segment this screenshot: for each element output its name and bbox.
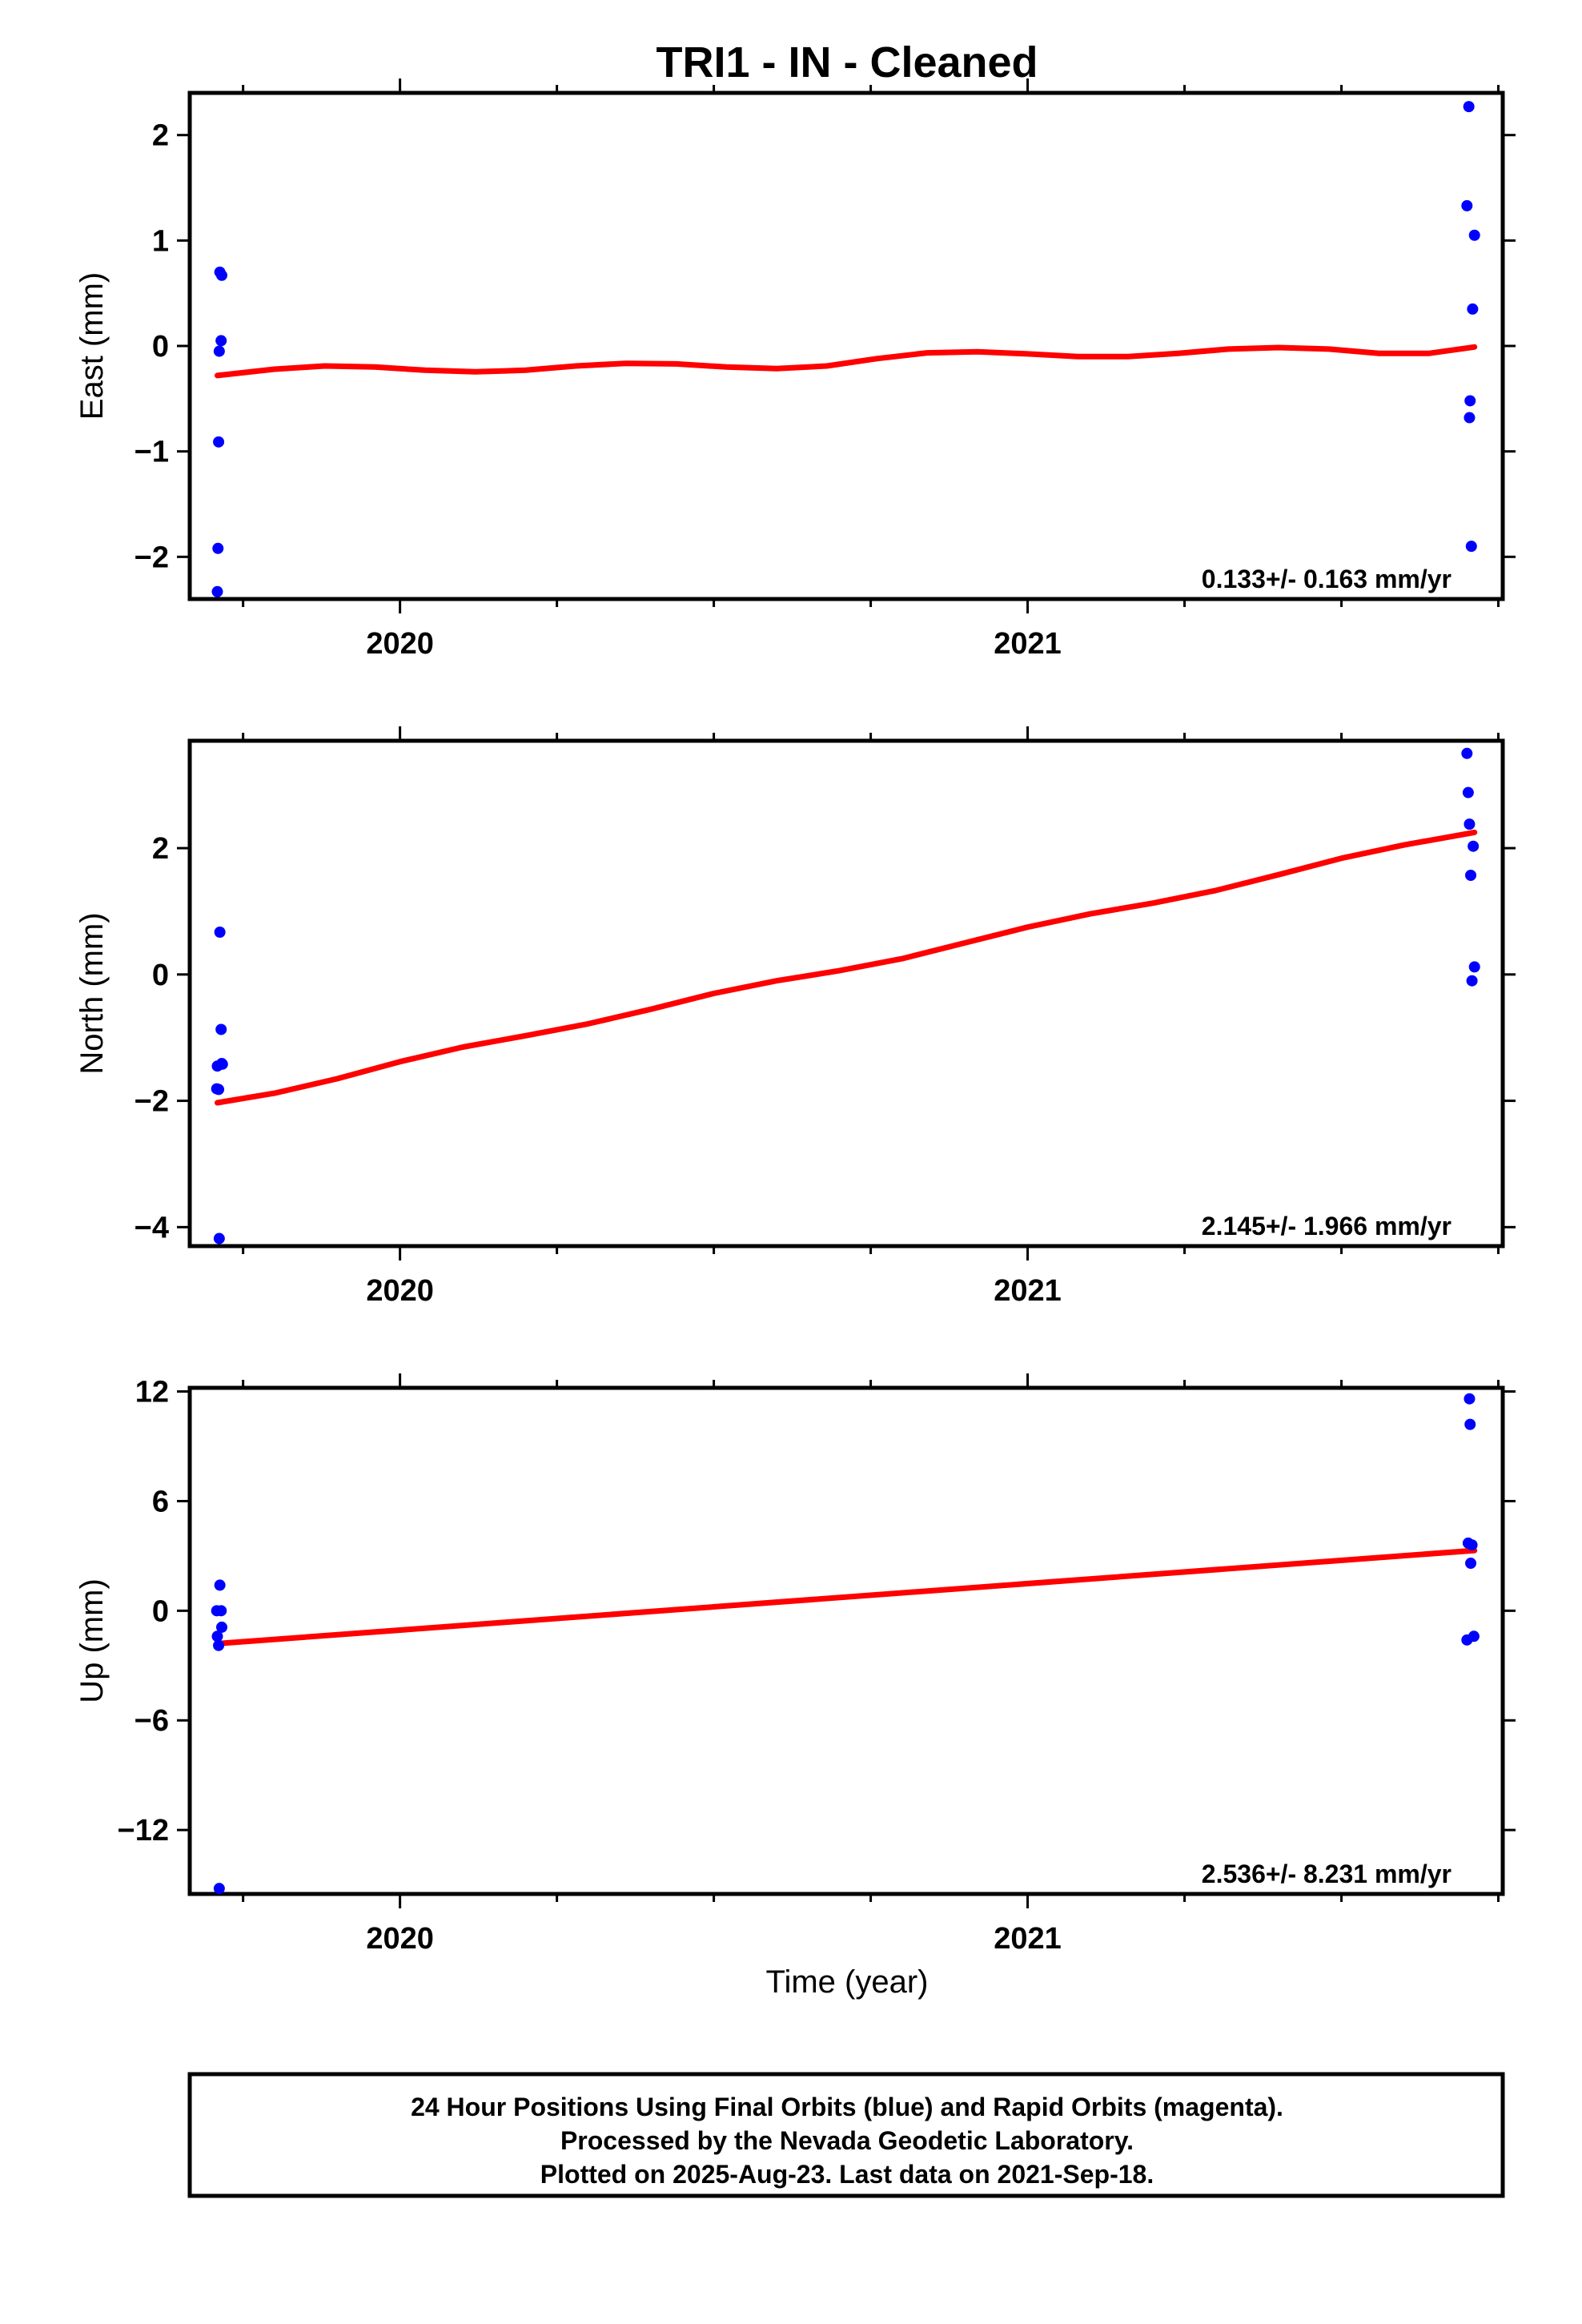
- east-data-point: [1461, 199, 1473, 211]
- up-data-point: [1464, 1393, 1476, 1405]
- panel-north: −4 −2 0 2 2020 2021 North (mm) 2.145+/- 1.966 m…: [74, 726, 1516, 1308]
- footer-line-1: 24 Hour Positions Using Final Orbits (bl…: [411, 2093, 1283, 2121]
- east-data-point: [1467, 303, 1479, 315]
- east-data-point: [211, 585, 223, 597]
- panel-up: −12 −6 0 6 12 2020 2021 Up (mm) 2.536+/- 8.231 m…: [74, 1373, 1516, 1956]
- north-ytick-label: 0: [152, 959, 169, 992]
- footer-line-2: Processed by the Nevada Geodetic Laborat…: [560, 2126, 1134, 2155]
- east-ytick-label: −1: [135, 436, 169, 469]
- figure-title: TRI1 - IN - Cleaned: [656, 38, 1038, 86]
- east-ytick-label: −2: [135, 541, 169, 574]
- north-xtick-label: 2020: [366, 1274, 434, 1308]
- north-data-point: [214, 926, 226, 938]
- north-data-point: [215, 1023, 227, 1035]
- north-data-point: [1461, 747, 1473, 759]
- up-data-point: [1466, 1539, 1478, 1551]
- east-fit-line: [215, 344, 1478, 379]
- east-ytick-label: 2: [152, 119, 169, 153]
- up-data-point: [1468, 1630, 1480, 1642]
- north-data-point: [1468, 840, 1480, 852]
- east-data-point: [213, 436, 225, 448]
- north-rate-label: 2.145+/- 1.966 mm/yr: [1202, 1212, 1452, 1240]
- up-ytick-label: 0: [152, 1594, 169, 1628]
- up-data-point: [215, 1621, 227, 1633]
- north-ylabel: North (mm): [74, 912, 110, 1074]
- north-data-point: [1466, 975, 1478, 987]
- x-axis-label: Time (year): [766, 1964, 929, 2000]
- north-data-point: [1462, 786, 1474, 798]
- up-ylabel: Up (mm): [74, 1578, 110, 1703]
- up-ytick-label: −12: [118, 1814, 169, 1848]
- east-ytick-label: 0: [152, 330, 169, 364]
- north-ytick-label: −4: [135, 1211, 169, 1244]
- north-frame: [187, 738, 1505, 1248]
- north-data-point: [216, 1058, 228, 1070]
- up-xtick-label: 2021: [994, 1922, 1062, 1956]
- north-data-point: [213, 1084, 225, 1096]
- up-data-point: [1465, 1558, 1477, 1570]
- footer-line-3: Plotted on 2025-Aug-23. Last data on 202…: [540, 2160, 1154, 2189]
- up-data-point: [215, 1605, 227, 1617]
- up-ytick-label: −6: [135, 1704, 169, 1738]
- north-xtick-label: 2021: [994, 1274, 1062, 1308]
- east-data-point: [215, 269, 227, 281]
- east-data-point: [1463, 101, 1475, 113]
- north-data-point: [1465, 870, 1477, 882]
- north-data-point: [1464, 818, 1476, 830]
- up-data-point: [214, 1579, 226, 1591]
- north-ytick-label: −2: [135, 1085, 169, 1119]
- panel-east: −2 −1 0 1 2 2020 2021 East (mm) 0.133+/- 0.163 m…: [74, 78, 1516, 661]
- east-data-point: [1465, 541, 1477, 553]
- east-data-point: [1464, 395, 1476, 407]
- up-rate-label: 2.536+/- 8.231 mm/yr: [1202, 1860, 1452, 1888]
- east-data-point: [1468, 229, 1480, 241]
- north-ytick-label: 2: [152, 832, 169, 866]
- east-xtick-label: 2021: [994, 627, 1062, 661]
- east-data-point: [215, 335, 227, 347]
- up-frame: [187, 1385, 1505, 1896]
- north-data-point: [213, 1232, 225, 1244]
- up-data-point: [213, 1639, 225, 1651]
- east-data-point: [212, 542, 224, 554]
- north-fit-line: [215, 829, 1478, 1106]
- up-data-point: [211, 1630, 223, 1642]
- east-ytick-label: 1: [152, 224, 169, 258]
- up-ytick-label: 12: [135, 1376, 169, 1409]
- east-data-point: [1464, 412, 1476, 424]
- up-fit-line: [215, 1547, 1478, 1647]
- up-xtick-label: 2020: [366, 1922, 434, 1956]
- east-xtick-label: 2020: [366, 627, 434, 661]
- footer-box: [187, 2072, 1505, 2198]
- up-ytick-label: 6: [152, 1485, 169, 1518]
- east-data-point: [213, 345, 225, 357]
- up-data-point: [213, 1883, 225, 1895]
- east-ylabel: East (mm): [74, 272, 110, 420]
- north-data-point: [1468, 961, 1480, 973]
- up-data-point: [1464, 1418, 1476, 1430]
- east-rate-label: 0.133+/- 0.163 mm/yr: [1202, 565, 1452, 593]
